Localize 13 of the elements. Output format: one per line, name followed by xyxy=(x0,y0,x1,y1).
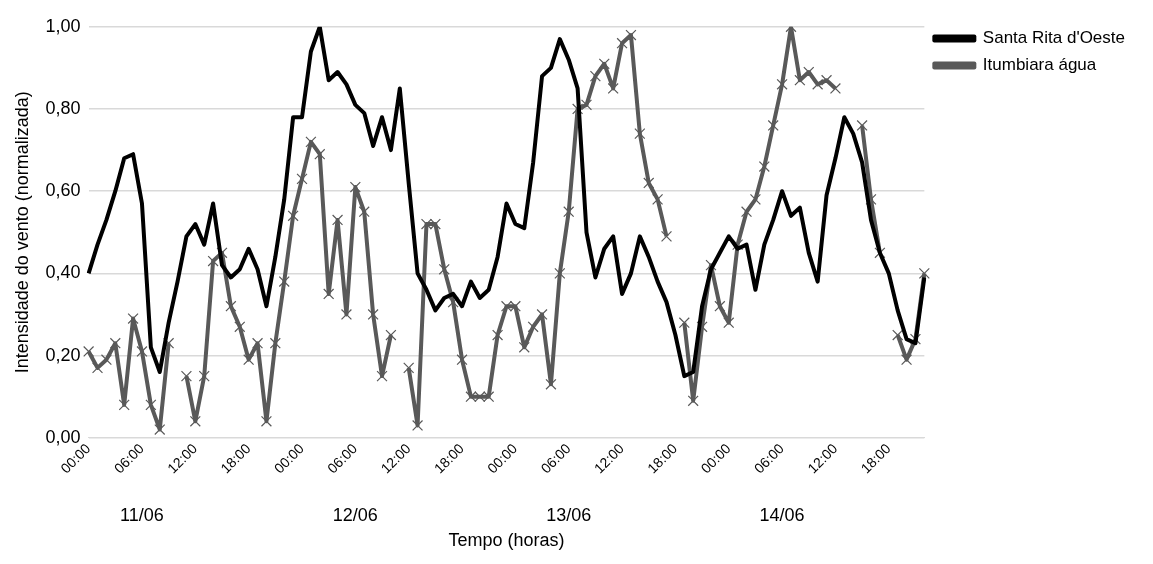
text: 12/06 xyxy=(332,504,378,525)
y-tick-label: 0,20 xyxy=(45,344,81,365)
text: 14/06 xyxy=(759,504,805,525)
y-tick-label: 0,60 xyxy=(45,180,81,201)
x-axis-title: Tempo (horas) xyxy=(448,530,565,551)
y-tick-label: 1,00 xyxy=(45,15,81,36)
y-tick-label: 0,80 xyxy=(45,97,81,118)
y-tick-label: 0,40 xyxy=(45,262,81,283)
legend-label: Itumbiara água xyxy=(982,55,1097,75)
legend-label: Santa Rita d'Oeste xyxy=(982,28,1126,48)
text: 11/06 xyxy=(120,504,164,525)
text: 13/06 xyxy=(546,504,592,525)
y-axis-title: Intensidade do vento (normalizada) xyxy=(11,91,32,374)
